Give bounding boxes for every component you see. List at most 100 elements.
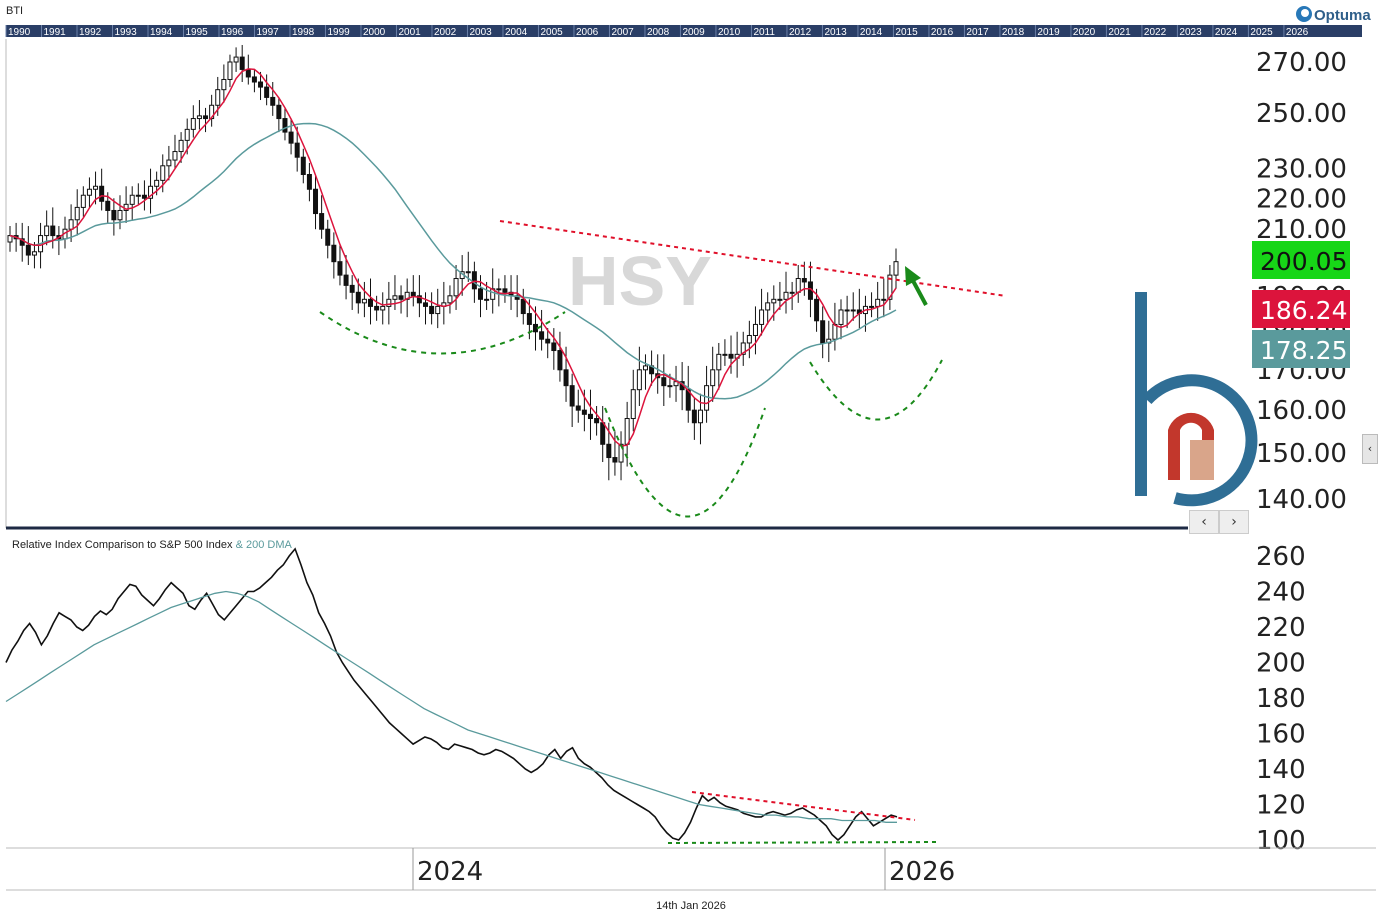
- candle-body: [869, 305, 875, 308]
- candle-body: [746, 334, 752, 344]
- y-tick-label: 120: [1256, 791, 1306, 821]
- candle-body: [722, 353, 728, 356]
- candle-body: [386, 298, 392, 307]
- price-badge: [1252, 330, 1350, 368]
- year-label: 1995: [185, 27, 208, 38]
- candle-body: [636, 369, 642, 391]
- y-tick-label: 160.00: [1256, 396, 1347, 426]
- candle-body: [667, 385, 673, 388]
- candle-body: [410, 291, 416, 297]
- candle-body: [251, 76, 257, 83]
- year-label: 2018: [1002, 27, 1025, 38]
- y-tick-label: 140.00: [1256, 485, 1347, 515]
- candle-body: [239, 56, 245, 70]
- year-label: 1992: [79, 27, 102, 38]
- candle-body: [752, 323, 758, 336]
- candle-body: [526, 313, 532, 325]
- candle-body: [642, 365, 648, 371]
- scroll-right-button[interactable]: ›: [1219, 510, 1249, 534]
- year-label: 2007: [611, 27, 634, 38]
- candle-body: [416, 295, 422, 304]
- candle-body: [435, 305, 441, 315]
- candle-body: [270, 96, 276, 106]
- candle-body: [349, 284, 355, 293]
- candle-body: [129, 194, 135, 205]
- year-label: 2011: [753, 27, 775, 38]
- candle-body: [221, 78, 227, 91]
- year-strip-bg: [6, 25, 1362, 37]
- y-tick-label: 220: [1256, 613, 1306, 643]
- year-label: 2024: [1215, 27, 1238, 38]
- year-label: 1996: [221, 27, 244, 38]
- candle-body: [44, 225, 50, 237]
- scroll-left-button[interactable]: ‹: [1189, 510, 1219, 534]
- y-tick-label: 180: [1256, 684, 1306, 714]
- candle-body: [423, 302, 429, 307]
- y-tick-label: 200: [1256, 649, 1306, 679]
- long-ma-line: [9, 122, 897, 400]
- year-label: 2000: [363, 27, 386, 38]
- candle-body: [300, 156, 306, 175]
- year-label: 1994: [150, 27, 173, 38]
- year-label: 2022: [1144, 27, 1167, 38]
- candle-body: [154, 179, 160, 187]
- year-label: 2005: [540, 27, 563, 38]
- y-tick-label: 150.00: [1256, 439, 1347, 469]
- breakout-arrow-head: [905, 266, 921, 286]
- candle-body: [465, 271, 471, 274]
- candle-body: [148, 185, 154, 199]
- candle-body: [496, 288, 502, 291]
- candle-body: [374, 305, 380, 311]
- candle-body: [319, 213, 325, 230]
- year-label: 2015: [895, 27, 918, 38]
- candle-body: [887, 274, 893, 300]
- year-label: 2008: [647, 27, 670, 38]
- year-label: 2006: [576, 27, 599, 38]
- candle-body: [539, 331, 545, 340]
- candle-body: [361, 298, 367, 304]
- candle-body: [141, 194, 147, 199]
- candle-body: [68, 219, 74, 230]
- candle-body: [795, 278, 801, 293]
- relative-y-axis: 100 120 140 160 180 200 220 240 260: [1256, 542, 1306, 856]
- candle-body: [789, 291, 795, 294]
- candle-body: [325, 228, 331, 246]
- candle-body: [783, 291, 789, 300]
- year-label: 2025: [1250, 27, 1273, 38]
- year-label: 2014: [860, 27, 883, 38]
- candle-body: [575, 405, 581, 411]
- watermark: HSY: [568, 242, 712, 320]
- candle-body: [765, 302, 771, 311]
- year-label: 2026: [1286, 27, 1309, 38]
- candle-body: [612, 457, 618, 463]
- year-label: 2021: [1108, 27, 1131, 38]
- candle-body: [728, 353, 734, 359]
- candle-body: [233, 56, 239, 63]
- candle-body: [343, 274, 349, 286]
- right-shoulder-arc: [809, 359, 943, 421]
- candle-body: [178, 139, 184, 153]
- resistance-trendline: [499, 220, 1007, 297]
- candle-body: [331, 244, 337, 263]
- candle-body: [184, 128, 190, 141]
- year-label: 2002: [434, 27, 457, 38]
- year-label: 2004: [505, 27, 528, 38]
- year-label: 2010: [718, 27, 741, 38]
- candle-body: [50, 225, 56, 237]
- y-tick-label: 230.00: [1256, 155, 1347, 185]
- candle-body: [306, 173, 312, 190]
- candle-body: [196, 115, 202, 120]
- candle-body: [814, 298, 820, 322]
- candle-body: [832, 323, 838, 340]
- candle-body: [288, 131, 294, 144]
- candle-body: [135, 194, 141, 197]
- candle-body: [245, 68, 251, 78]
- year-label: 1998: [292, 27, 315, 38]
- candle-body: [380, 305, 386, 311]
- candle-body: [850, 309, 856, 312]
- candle-body: [630, 389, 636, 420]
- candle-body: [172, 151, 178, 161]
- candle-body: [477, 288, 483, 300]
- side-panel-tab[interactable]: ‹: [1362, 434, 1378, 464]
- candle-body: [86, 188, 92, 196]
